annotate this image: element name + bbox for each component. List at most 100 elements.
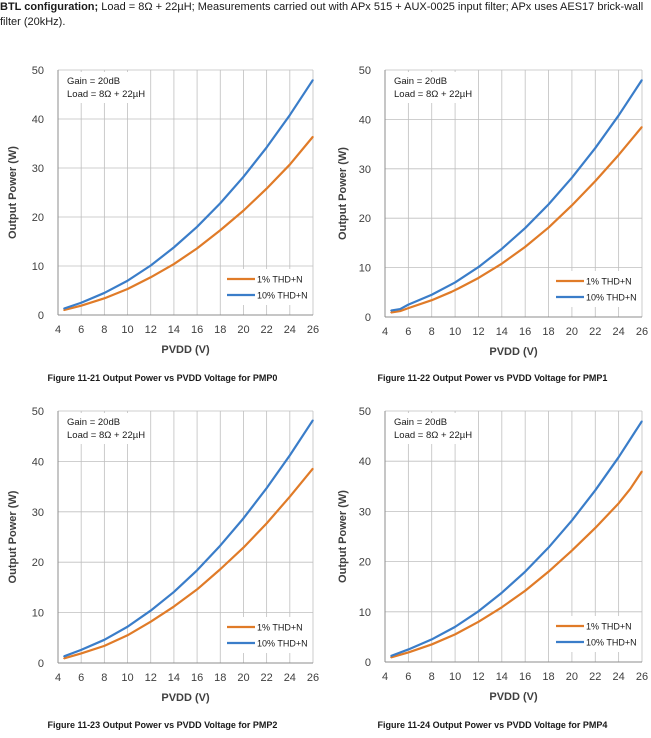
x-tick-label: 22 — [589, 326, 601, 338]
y-tick-label: 10 — [359, 607, 371, 619]
data-point — [641, 470, 643, 472]
data-point — [407, 648, 409, 651]
series-line-10pct — [63, 79, 314, 310]
y-tick-label: 50 — [359, 406, 371, 418]
intro-bold: BTL configuration; — [0, 1, 99, 13]
x-axis-title: PVDD (V) — [161, 692, 210, 704]
x-tick-label: 26 — [307, 672, 319, 684]
x-tick-label: 14 — [168, 672, 180, 684]
legend-box — [554, 616, 640, 652]
data-point — [103, 639, 105, 641]
data-point — [266, 487, 268, 489]
x-tick-label: 16 — [191, 672, 203, 684]
y-axis-title: Output Power (W) — [7, 146, 19, 239]
series-line-1pct — [390, 126, 643, 314]
x-tick-label: 22 — [589, 671, 601, 683]
data-point — [431, 643, 433, 646]
y-tick-label: 20 — [359, 213, 371, 225]
annotation-line: Load = 8Ω + 22µH — [394, 430, 472, 441]
x-tick-label: 14 — [168, 324, 180, 336]
x-tick-label: 8 — [101, 324, 107, 336]
data-point — [641, 79, 643, 81]
legend-label: 10% THD+N — [586, 638, 637, 648]
data-point — [312, 419, 314, 421]
data-point — [173, 263, 175, 265]
x-tick-label: 12 — [145, 672, 157, 684]
data-point — [399, 308, 401, 310]
data-point — [547, 571, 550, 573]
data-point — [571, 177, 573, 179]
data-point — [242, 176, 245, 178]
x-tick-label: 12 — [145, 324, 157, 336]
legend-label: 1% THD+N — [586, 622, 632, 632]
data-point — [431, 638, 433, 641]
x-tick-label: 10 — [121, 324, 133, 336]
data-point — [501, 606, 503, 608]
data-point — [266, 146, 268, 149]
data-point — [242, 546, 245, 549]
data-point — [80, 305, 82, 307]
x-tick-label: 14 — [496, 326, 508, 338]
y-tick-label: 20 — [359, 557, 371, 569]
figure-caption-pmp0: Figure 11-21 Output Power vs PVDD Voltag… — [47, 373, 278, 383]
data-point — [219, 568, 221, 570]
x-tick-label: 18 — [542, 326, 554, 338]
data-point — [629, 488, 631, 490]
series-line-10pct — [390, 420, 643, 658]
data-point — [594, 489, 596, 491]
data-point — [63, 655, 65, 658]
data-point — [312, 79, 314, 81]
data-point — [126, 626, 129, 628]
data-point — [150, 609, 152, 612]
data-point — [641, 126, 643, 128]
data-point — [80, 649, 82, 651]
legend-label: 1% THD+N — [257, 623, 303, 633]
intro-paragraph: BTL configuration; Load = 8Ω + 22µH; Mea… — [0, 0, 651, 30]
data-point — [219, 229, 221, 231]
y-axis-title: Output Power (W) — [7, 490, 19, 583]
x-tick-label: 20 — [566, 326, 578, 338]
data-point — [63, 309, 65, 311]
x-tick-label: 8 — [429, 326, 435, 338]
x-tick-label: 10 — [449, 326, 461, 338]
data-point — [289, 163, 291, 166]
x-axis-title: PVDD (V) — [489, 346, 538, 358]
data-point — [524, 227, 526, 229]
x-tick-label: 24 — [613, 671, 625, 683]
x-tick-label: 16 — [519, 326, 531, 338]
y-axis-title: Output Power (W) — [337, 147, 349, 240]
x-tick-label: 26 — [307, 324, 319, 336]
x-tick-label: 20 — [237, 324, 249, 336]
legend-label: 10% THD+N — [257, 639, 308, 649]
data-point — [454, 633, 456, 635]
data-point — [390, 655, 392, 657]
x-tick-label: 18 — [214, 672, 226, 684]
y-tick-label: 0 — [38, 658, 44, 670]
data-point — [547, 203, 550, 205]
x-tick-label: 12 — [472, 671, 484, 683]
x-tick-label: 16 — [519, 671, 531, 683]
data-point — [266, 522, 268, 524]
annotation-line: Load = 8Ω + 22µH — [67, 430, 145, 441]
data-point — [547, 226, 550, 229]
data-point — [618, 154, 620, 156]
data-point — [173, 605, 175, 608]
x-tick-label: 8 — [429, 671, 435, 683]
legend-box — [225, 617, 311, 653]
data-point — [501, 263, 503, 265]
data-point — [618, 456, 620, 458]
data-point — [407, 304, 409, 306]
y-tick-label: 0 — [365, 312, 371, 324]
data-point — [594, 527, 596, 529]
x-tick-label: 14 — [496, 671, 508, 683]
data-point — [407, 307, 409, 309]
data-point — [571, 549, 573, 552]
data-point — [80, 652, 82, 655]
data-point — [196, 588, 198, 591]
chart-svg-pmp0: 4 6 8 10 12 14 16 18 20 22 24 26 0 10 20 30 40 50 PVDD (V)… — [7, 65, 319, 356]
data-point — [431, 299, 433, 301]
data-point — [524, 590, 526, 592]
x-tick-label: 10 — [121, 672, 133, 684]
data-point — [219, 544, 221, 547]
data-point — [618, 502, 620, 504]
